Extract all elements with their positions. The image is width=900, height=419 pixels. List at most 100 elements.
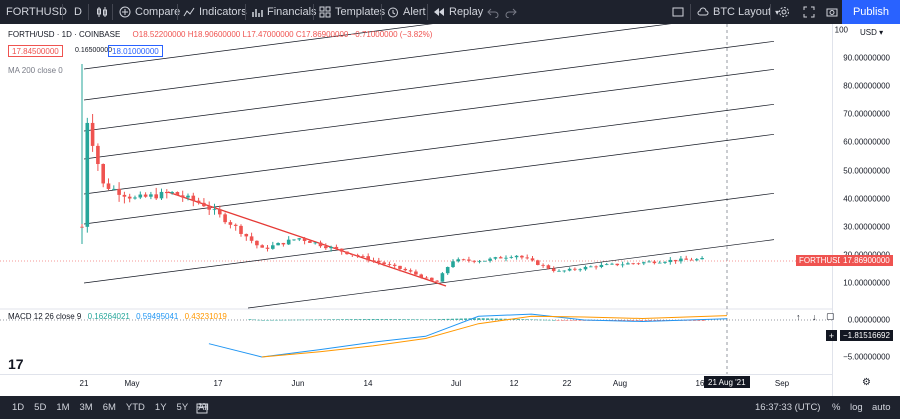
- candle-body: [398, 265, 402, 269]
- fullscreen-button[interactable]: [803, 0, 815, 24]
- candle-body: [233, 224, 238, 226]
- pitchfork-channels: [83, 24, 775, 309]
- clock-label[interactable]: 16:37:33 (UTC): [755, 402, 821, 413]
- compare-label: Compare: [135, 6, 181, 18]
- templates-button[interactable]: Templates: [319, 0, 385, 24]
- candle-body: [689, 259, 694, 261]
- candle-body: [186, 195, 190, 198]
- range-button[interactable]: 3M: [79, 402, 93, 413]
- symbol-legend[interactable]: FORTH/USD · 1D · COINBASE O18.52200000 H…: [8, 30, 432, 39]
- candle-body: [673, 259, 678, 262]
- macd-histogram-bar: [569, 320, 573, 321]
- channel-line: [83, 103, 775, 195]
- currency-label: USD: [860, 28, 877, 37]
- macd-histogram-bar: [345, 319, 349, 320]
- candle-body: [451, 261, 455, 268]
- signal-value: 0.43231019: [184, 312, 227, 321]
- candle-body: [313, 242, 317, 244]
- candle-body: [149, 194, 153, 197]
- candle-body: [536, 260, 540, 265]
- macd-tick-minus5: −5.00000000: [843, 352, 890, 362]
- auto-toggle[interactable]: auto: [872, 402, 891, 413]
- publish-button[interactable]: Publish: [842, 0, 900, 24]
- macd-histogram-bar: [648, 320, 652, 321]
- price-tick-label: 70.00000000: [843, 109, 890, 119]
- fullscreen-toggle[interactable]: [672, 0, 684, 24]
- candlestick-series: [80, 114, 704, 282]
- candle-body: [424, 277, 429, 279]
- date-range-icon[interactable]: [196, 402, 208, 417]
- alert-button[interactable]: Alert: [387, 0, 426, 24]
- candle-body: [615, 263, 620, 266]
- candle-body: [392, 264, 397, 266]
- toolbar-divider: [770, 4, 771, 20]
- settings-button[interactable]: [778, 0, 790, 24]
- macd-histogram-bar: [653, 320, 657, 321]
- arrow-down-icon[interactable]: ↓: [812, 312, 817, 322]
- channel-line: [83, 192, 775, 284]
- layout-button[interactable]: BTC Layout ▾: [697, 0, 779, 24]
- high-value: H18.90600000: [187, 30, 241, 39]
- macd-histogram-bar: [472, 318, 476, 320]
- macd-histogram-bar: [336, 319, 340, 320]
- macd-histogram-bar: [459, 318, 463, 320]
- add-plus-icon[interactable]: +: [826, 330, 837, 341]
- arrow-up-icon[interactable]: ↑: [796, 312, 801, 322]
- macd-histogram-bar: [635, 320, 639, 321]
- time-axis-settings-icon[interactable]: ⚙: [862, 377, 871, 388]
- symbol-search[interactable]: FORTHUSD: [6, 0, 67, 24]
- candle-body: [281, 242, 286, 245]
- financials-button[interactable]: Financials: [251, 0, 317, 24]
- candle-body: [599, 264, 604, 268]
- currency-selector[interactable]: USD ▾: [860, 28, 883, 37]
- candle-body: [228, 222, 233, 225]
- redo-button[interactable]: [505, 0, 517, 24]
- macd-histogram-bar: [332, 319, 336, 320]
- indicators-button[interactable]: Indicators: [183, 0, 247, 24]
- compare-button[interactable]: Compare: [119, 0, 180, 24]
- candle-body: [610, 263, 614, 265]
- toolbar-divider: [690, 4, 691, 20]
- percent-toggle[interactable]: %: [832, 402, 841, 413]
- chart-pane[interactable]: [0, 24, 832, 396]
- macd-histogram-bar: [538, 319, 542, 321]
- range-button[interactable]: 1D: [12, 402, 25, 413]
- macd-histogram-bar: [455, 318, 459, 320]
- range-button[interactable]: 1M: [56, 402, 70, 413]
- log-toggle[interactable]: log: [850, 402, 863, 413]
- toolbar-divider: [245, 4, 246, 20]
- pair-label: FORTH/USD · 1D · COINBASE: [8, 30, 121, 39]
- candle-body: [652, 261, 657, 264]
- interval-button[interactable]: D: [74, 0, 82, 24]
- macd-histogram-bar: [274, 319, 278, 321]
- candle-body: [414, 271, 418, 275]
- candle-body: [594, 266, 598, 268]
- interval-label: D: [74, 6, 82, 18]
- open-value: O18.52200000: [132, 30, 186, 39]
- ma-legend[interactable]: MA 200 close 0: [8, 66, 63, 75]
- snapshot-button[interactable]: [826, 0, 838, 24]
- undo-button[interactable]: [487, 0, 499, 24]
- range-button[interactable]: 5Y: [176, 402, 189, 413]
- range-button[interactable]: 5D: [34, 402, 47, 413]
- time-tick-label: 14: [363, 379, 373, 388]
- range-button[interactable]: 6M: [102, 402, 116, 413]
- macd-histogram-bar: [261, 319, 265, 321]
- macd-histogram-bar: [574, 320, 578, 321]
- range-button[interactable]: 1Y: [154, 402, 167, 413]
- maximize-icon[interactable]: ▢: [826, 311, 835, 321]
- candle-body: [371, 260, 376, 262]
- candle-body: [265, 247, 270, 249]
- bottom-bar: 1D 5D 1M 3M 6M YTD 1Y 5Y All 16:37:33 (UTC) % lo…: [0, 396, 900, 419]
- time-axis[interactable]: [0, 374, 832, 396]
- chart-type-button[interactable]: [96, 0, 108, 24]
- macd-histogram-bar: [512, 318, 516, 320]
- range-button[interactable]: YTD: [125, 402, 145, 413]
- replay-button[interactable]: Replay: [433, 0, 483, 24]
- candles-icon: [97, 7, 107, 17]
- macd-legend[interactable]: MACD 12 26 close 9 0.16264021 0.59495041…: [8, 312, 227, 321]
- sell-price-box[interactable]: 17.84500000: [8, 45, 63, 57]
- buy-price-box[interactable]: 18.01000000: [108, 45, 163, 57]
- candle-body: [366, 256, 370, 261]
- candle-body: [573, 268, 577, 270]
